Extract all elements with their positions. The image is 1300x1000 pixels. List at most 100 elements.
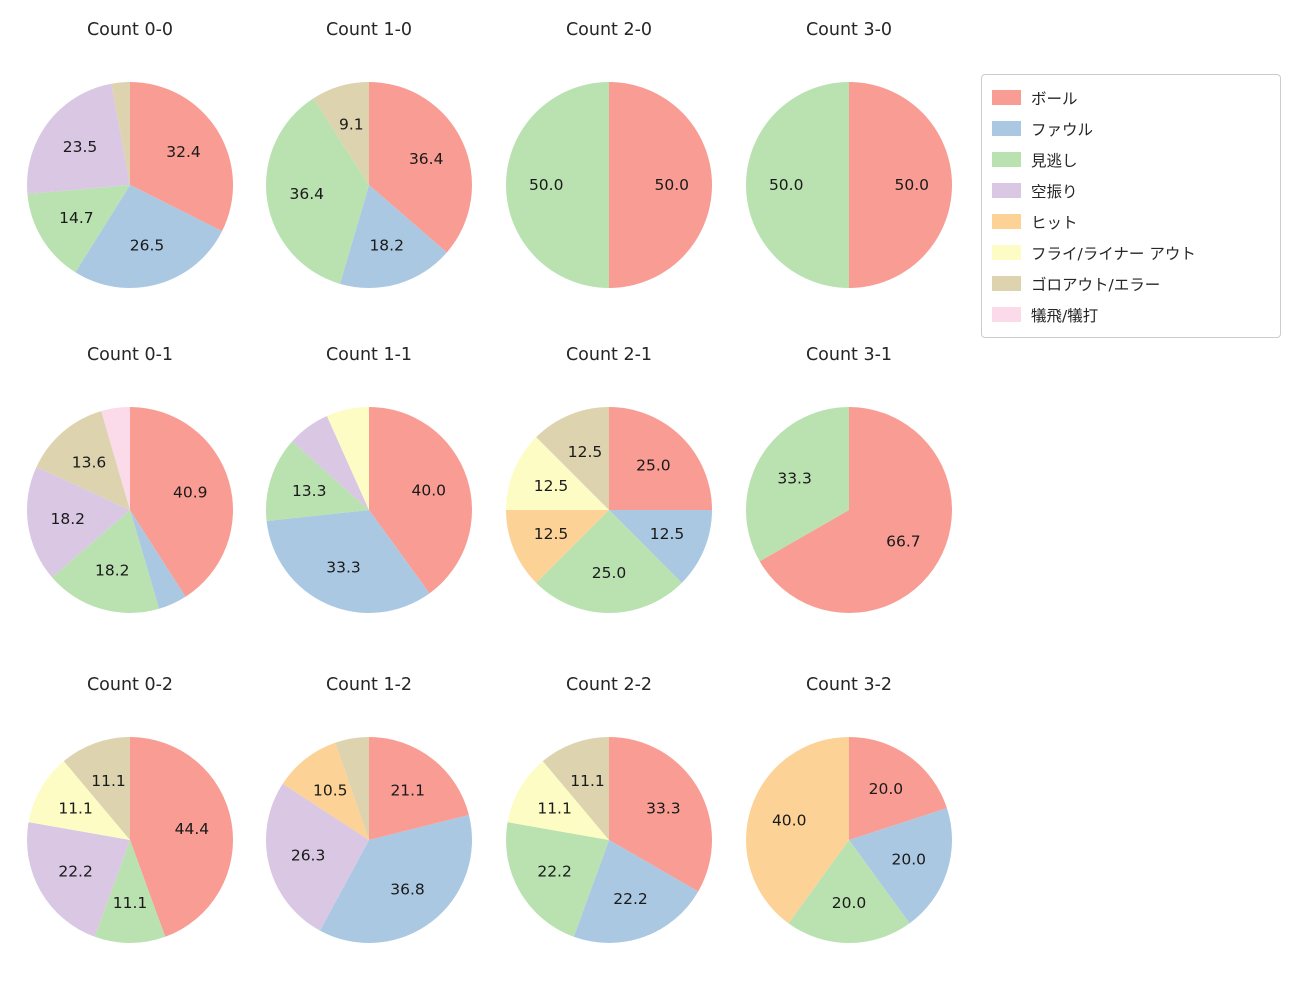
chart-count-0-2: Count 0-2 44.4 11.1 22.2 11.1 11.1 <box>20 675 240 945</box>
pie-slice-looking <box>265 98 369 284</box>
pie-slice-looking <box>536 510 682 613</box>
slice-value-label: 13.6 <box>72 453 107 471</box>
pie-slice-looking <box>94 840 166 944</box>
pie-slice-groundout <box>313 82 369 185</box>
pie-slice-looking <box>506 82 609 288</box>
chart-count-2-1: Count 2-1 25.0 12.5 25.0 12.5 12.5 12.5 <box>499 345 719 615</box>
legend-color-swatch <box>992 183 1021 198</box>
pie-slice-foul <box>849 808 953 924</box>
chart-title: Count 3-1 <box>805 345 893 365</box>
chart-count-0-0: Count 0-0 32.4 26.5 14.7 23.5 <box>20 20 240 290</box>
slice-value-label: 33.3 <box>777 470 812 488</box>
chart-title: Count 2-2 <box>565 675 653 695</box>
pie-slice-looking <box>746 82 849 288</box>
pie-slice-flyout <box>506 437 609 510</box>
slice-value-label: 36.8 <box>390 881 425 899</box>
pie-slice-looking <box>266 441 369 521</box>
pie-slice-groundout <box>542 737 609 840</box>
slice-value-label: 40.0 <box>772 812 807 830</box>
legend-item-looking: 見逃し <box>992 144 1270 175</box>
slice-value-label: 25.0 <box>592 564 627 582</box>
chart-count-0-1: Count 0-1 40.9 18.2 18.2 13.6 <box>20 345 240 615</box>
pie-chart: 25.0 12.5 25.0 12.5 12.5 12.5 <box>506 407 712 613</box>
slice-value-label: 12.5 <box>534 477 569 495</box>
slice-value-label: 13.3 <box>292 482 327 500</box>
legend-color-swatch <box>992 152 1021 167</box>
slice-value-label: 10.5 <box>313 782 348 800</box>
pie-slice-ball <box>849 82 952 288</box>
chart-count-3-1: Count 3-1 66.7 33.3 <box>739 345 959 615</box>
pie-slice-hit <box>746 737 849 924</box>
pie-slice-ball <box>369 407 472 594</box>
slice-value-label: 22.2 <box>613 890 648 908</box>
slice-value-label: 11.1 <box>570 772 605 790</box>
slice-value-label: 18.2 <box>95 561 130 579</box>
slice-value-label: 36.4 <box>409 150 444 168</box>
slice-value-label: 18.2 <box>369 236 404 254</box>
slice-value-label: 14.7 <box>59 209 94 227</box>
slice-value-label: 11.1 <box>537 800 572 818</box>
chart-title: Count 0-0 <box>86 20 174 40</box>
slice-value-label: 50.0 <box>655 176 690 194</box>
slice-value-label: 66.7 <box>886 533 921 551</box>
legend: ボール ファウル 見逃し 空振り ヒット フライ/ライナー アウト ゴロアウト/エラー 犠飛/… <box>981 74 1281 338</box>
pie-chart: 32.4 26.5 14.7 23.5 <box>27 82 234 288</box>
chart-count-3-2: Count 3-2 20.0 20.0 20.0 40.0 <box>739 675 959 945</box>
slice-value-label: 26.3 <box>291 846 326 864</box>
legend-item-foul: ファウル <box>992 113 1270 144</box>
chart-title: Count 2-1 <box>565 345 653 365</box>
pie-slice-groundout <box>36 411 131 510</box>
pie-slice-looking <box>505 822 609 937</box>
pie-slice-looking <box>788 840 910 943</box>
legend-item-label: 見逃し <box>1031 151 1078 170</box>
pie-chart: 20.0 20.0 20.0 40.0 <box>746 737 953 943</box>
pie-slice-ball <box>369 82 472 253</box>
pie-slice-ball <box>609 737 712 892</box>
slice-value-label: 11.1 <box>113 894 148 912</box>
chart-count-3-0: Count 3-0 50.0 50.0 <box>739 20 959 290</box>
legend-item-groundout: ゴロアウト/エラー <box>992 268 1270 299</box>
pie-chart: 36.4 18.2 36.4 9.1 <box>265 82 472 289</box>
slice-value-label: 36.4 <box>290 185 325 203</box>
pie-slice-swinging <box>265 783 369 931</box>
slice-value-label: 32.4 <box>166 143 201 161</box>
pie-chart: 33.3 22.2 22.2 11.1 11.1 <box>505 737 712 944</box>
pie-slice-foul <box>130 510 186 609</box>
slice-value-label: 25.0 <box>636 457 671 475</box>
slice-value-label: 20.0 <box>832 894 867 912</box>
chart-title: Count 3-0 <box>805 20 893 40</box>
slice-value-label: 33.3 <box>646 800 681 818</box>
pie-slice-ball <box>130 407 233 597</box>
legend-item-label: 空振り <box>1031 182 1078 201</box>
legend-color-swatch <box>992 276 1021 291</box>
slice-value-label: 22.2 <box>58 862 93 880</box>
pie-slice-looking <box>746 407 849 562</box>
slice-value-label: 50.0 <box>895 176 930 194</box>
legend-item-label: 犠飛/犠打 <box>1031 306 1099 325</box>
legend-color-swatch <box>992 121 1021 136</box>
slice-value-label: 50.0 <box>769 176 804 194</box>
slice-value-label: 20.0 <box>892 850 927 868</box>
slice-value-label: 33.3 <box>326 558 361 576</box>
chart-count-1-0: Count 1-0 36.4 18.2 36.4 9.1 <box>259 20 479 290</box>
pie-slice-ball <box>130 737 234 937</box>
pie-slice-foul <box>319 815 472 943</box>
legend-item-label: ボール <box>1031 89 1078 108</box>
chart-title: Count 1-1 <box>325 345 413 365</box>
slice-value-label: 23.5 <box>63 138 98 156</box>
slice-value-label: 21.1 <box>390 782 425 800</box>
pie-slice-swinging <box>26 466 130 578</box>
pie-slice-ball <box>609 82 712 288</box>
legend-item-hit: ヒット <box>992 206 1270 237</box>
pie-slice-flyout <box>28 761 131 840</box>
pie-slice-ball <box>759 407 953 613</box>
chart-count-2-2: Count 2-2 33.3 22.2 22.2 11.1 11.1 <box>499 675 719 945</box>
pie-slice-ball <box>849 737 947 840</box>
legend-item-label: ゴロアウト/エラー <box>1031 275 1161 294</box>
pie-chart: 50.0 50.0 <box>506 82 712 288</box>
slice-value-label: 50.0 <box>529 176 564 194</box>
legend-color-swatch <box>992 90 1021 105</box>
chart-count-1-1: Count 1-1 40.0 33.3 13.3 <box>259 345 479 615</box>
legend-color-swatch <box>992 307 1021 322</box>
